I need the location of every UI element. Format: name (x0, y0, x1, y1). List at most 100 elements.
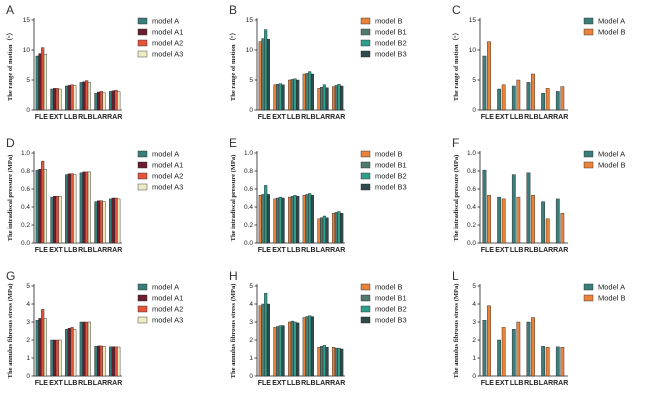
y-tick-label: 2 (26, 337, 30, 344)
bar-model-a1-lar (97, 200, 101, 244)
bar-model-a3-lar (102, 201, 106, 244)
legend-label: model B1 (375, 161, 407, 170)
y-tick-label: 0 (26, 373, 30, 380)
bar-model-b-rlb (302, 195, 306, 244)
bar-model-a3-rar (117, 91, 121, 111)
bar-model-a1-llb (67, 328, 71, 377)
bar-model-a1-rar (111, 197, 115, 244)
x-tick-label: LLB (510, 114, 524, 121)
bar-model-a2-llb (70, 173, 74, 244)
y-axis-label: The range of motion（°） (6, 29, 14, 101)
bar-model-b3-rlb (310, 195, 314, 244)
y-tick-label: 5 (26, 77, 30, 84)
bar-model-b-lar (317, 347, 321, 377)
y-tick-label: 0.4 (467, 204, 476, 211)
x-tick-label: LLB (287, 380, 301, 387)
legend-label: Model B (598, 28, 626, 37)
bar-model-a-llb (65, 329, 69, 377)
x-tick-label: FLE (258, 380, 272, 387)
bar-model-a2-llb (70, 327, 74, 377)
legend-label: model A2 (152, 39, 183, 48)
bar-model-b1-rar (334, 212, 338, 244)
y-tick-label: 0 (472, 373, 476, 380)
legend-label: model A (152, 150, 179, 159)
legend-label: model A1 (152, 28, 183, 37)
x-tick-label: FLE (258, 114, 272, 121)
y-axis-label: The intradiscal pressure (MPa) (7, 155, 14, 242)
bar-model-b1-lar (320, 217, 324, 244)
bar-model-b2-ext (278, 325, 282, 377)
bar-model-b3-rlb (310, 316, 314, 377)
bar-model-a1-fle (38, 318, 42, 377)
legend-swatch (137, 172, 148, 180)
panel-letter: H (229, 269, 238, 283)
y-tick-label: 1 (472, 355, 476, 362)
x-tick-label: LLB (64, 380, 78, 387)
legend-label: model B3 (375, 183, 407, 192)
bar-model-a1-fle (38, 168, 42, 244)
bar-model-a-fle (482, 55, 487, 111)
legend-swatch (137, 183, 148, 191)
bar-model-a1-lar (97, 91, 101, 111)
bar-model-a1-rar (111, 346, 115, 377)
bar-model-b-rlb (531, 195, 535, 244)
bar-model-a-rlb (79, 321, 83, 377)
legend-swatch (583, 28, 594, 36)
panel-letter: E (229, 136, 237, 150)
x-tick-label: EXT (272, 247, 286, 254)
bar-model-b-ext (501, 327, 506, 377)
bar-model-b-llb (288, 321, 292, 377)
x-tick-label: RAR (330, 114, 345, 121)
bar-model-b1-fle (261, 303, 265, 377)
bar-model-b2-lar (322, 84, 326, 111)
bar-model-b1-lar (320, 346, 324, 377)
legend-label: model A (152, 283, 179, 292)
y-tick-label: 0.0 (21, 240, 30, 247)
y-tick-label: 0.6 (244, 186, 253, 193)
bar-model-a-fle (482, 320, 487, 377)
bar-model-a-rar (109, 91, 113, 111)
bar-model-b-lar (317, 218, 321, 244)
bar-model-a-rar (109, 198, 113, 244)
y-axis-label: The intradiscal pressure (MPa) (453, 155, 460, 242)
bar-model-b1-rlb (305, 73, 309, 111)
bar-model-a-lar (541, 346, 545, 377)
bar-model-a1-lar (97, 345, 101, 377)
bar-model-a2-rar (114, 197, 118, 244)
legend-swatch (137, 283, 148, 291)
y-tick-label: 4 (472, 301, 476, 308)
bar-model-a2-rlb (85, 171, 89, 244)
bar-model-b3-rar (340, 85, 344, 111)
bar-model-a-lar (94, 201, 98, 244)
legend-label: model B2 (375, 172, 407, 181)
bar-model-b-fle (258, 41, 262, 111)
x-tick-label: LAR (539, 380, 553, 387)
y-tick-label: 0.2 (467, 222, 476, 229)
bar-model-b-fle (487, 41, 491, 111)
bar-model-b2-rar (337, 347, 341, 377)
bar-model-b-rar (560, 86, 565, 111)
y-tick-label: 15 (23, 17, 31, 24)
legend-label: model A2 (152, 172, 183, 181)
x-tick-label: LAR (93, 380, 107, 387)
legend-label: model A2 (152, 305, 183, 314)
bar-model-b1-fle (261, 38, 265, 111)
legend-label: model A1 (152, 161, 183, 170)
bar-model-b-rlb (302, 317, 306, 377)
bar-model-a1-rlb (82, 321, 86, 377)
bar-model-a-fle (35, 55, 39, 111)
bar-model-b2-rlb (308, 315, 312, 377)
legend-label: Model B (598, 161, 626, 170)
bar-model-b2-rar (337, 211, 341, 244)
bar-model-a-llb (511, 85, 516, 111)
bar-model-b2-llb (293, 78, 297, 111)
bar-model-a2-lar (99, 200, 103, 244)
x-tick-label: RAR (107, 114, 122, 121)
bar-model-a2-ext (55, 195, 59, 244)
bar-model-b-lar (545, 88, 550, 111)
y-tick-label: 0.8 (21, 168, 30, 175)
x-tick-label: LLB (64, 114, 78, 121)
x-tick-label: LAR (539, 247, 553, 254)
x-tick-label: LLB (287, 247, 301, 254)
